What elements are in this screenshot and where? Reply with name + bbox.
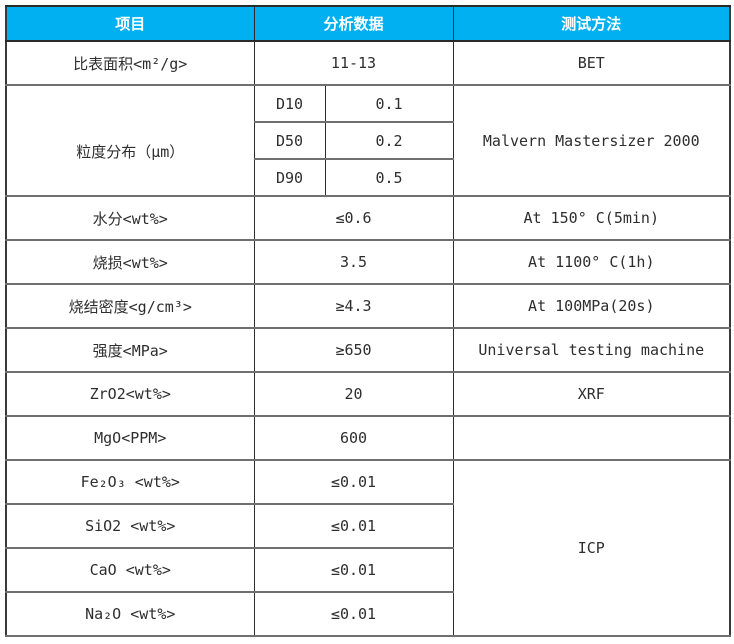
fe2o3-item: Fe₂O₃ <wt%> bbox=[5, 459, 255, 505]
moisture-value: ≤0.6 bbox=[253, 195, 454, 241]
row-particle-size-d50: D50 0.2 bbox=[6, 121, 730, 160]
mgo-value: 600 bbox=[253, 415, 454, 461]
cao-value: ≤0.01 bbox=[253, 547, 454, 593]
sintered-density-value: ≥4.3 bbox=[253, 283, 454, 329]
particle-size-d90-value: 0.5 bbox=[324, 158, 454, 197]
particle-size-d10-label: D10 bbox=[253, 84, 326, 123]
strength-method: Universal testing machine bbox=[452, 327, 731, 373]
surface-area-value: 11-13 bbox=[253, 40, 454, 86]
row-fe2o3: Fe₂O₃ <wt%> ≤0.01 ICP bbox=[5, 459, 731, 637]
header-row: 项目 分析数据 测试方法 bbox=[5, 5, 731, 42]
particle-size-item: 粒度分布（μm） bbox=[5, 84, 255, 197]
particle-size-d90-label: D90 bbox=[253, 158, 326, 197]
mgo-item: MgO<PPM> bbox=[5, 415, 255, 461]
row-surface-area: 比表面积<m²/g> 11-13 BET bbox=[5, 40, 731, 86]
strength-item: 强度<MPa> bbox=[5, 327, 255, 373]
cao-item: CaO <wt%> bbox=[5, 547, 255, 593]
surface-area-item: 比表面积<m²/g> bbox=[5, 40, 255, 86]
row-moisture: 水分<wt%> ≤0.6 At 150° C(5min) bbox=[5, 195, 731, 241]
row-na2o: Na₂O <wt%> ≤0.01 bbox=[5, 591, 730, 637]
na2o-value: ≤0.01 bbox=[253, 591, 454, 637]
fe2o3-value: ≤0.01 bbox=[253, 459, 454, 505]
sintered-density-item: 烧结密度<g/cm³> bbox=[5, 283, 255, 329]
particle-size-d50-label: D50 bbox=[253, 121, 326, 160]
strength-value: ≥650 bbox=[253, 327, 454, 373]
surface-area-method: BET bbox=[452, 40, 731, 86]
particle-size-d50-value: 0.2 bbox=[324, 121, 454, 160]
mgo-method bbox=[452, 415, 731, 461]
spec-table: 项目 分析数据 测试方法 比表面积<m²/g> 11-13 BET 粒度分布（μ… bbox=[5, 5, 732, 637]
row-sintered-density: 烧结密度<g/cm³> ≥4.3 At 100MPa(20s) bbox=[5, 283, 731, 329]
header-data: 分析数据 bbox=[253, 5, 454, 42]
row-sio2: SiO2 <wt%> ≤0.01 bbox=[5, 503, 730, 549]
zro2-item: ZrO2<wt%> bbox=[5, 371, 255, 417]
sintered-density-method: At 100MPa(20s) bbox=[452, 283, 731, 329]
loss-on-ignition-item: 烧损<wt%> bbox=[5, 239, 255, 285]
header-method: 测试方法 bbox=[452, 5, 731, 42]
zro2-value: 20 bbox=[253, 371, 454, 417]
particle-size-d10-value: 0.1 bbox=[324, 84, 454, 123]
row-loss-on-ignition: 烧损<wt%> 3.5 At 1100° C(1h) bbox=[5, 239, 731, 285]
row-strength: 强度<MPa> ≥650 Universal testing machine bbox=[5, 327, 731, 373]
zro2-method: XRF bbox=[452, 371, 731, 417]
row-particle-size-d90: D90 0.5 bbox=[6, 158, 730, 197]
icp-method: ICP bbox=[452, 459, 731, 637]
sio2-value: ≤0.01 bbox=[253, 503, 454, 549]
loss-on-ignition-value: 3.5 bbox=[253, 239, 454, 285]
na2o-item: Na₂O <wt%> bbox=[5, 591, 255, 637]
particle-size-method: Malvern Mastersizer 2000 bbox=[452, 84, 731, 197]
header-item: 项目 bbox=[5, 5, 255, 42]
row-mgo: MgO<PPM> 600 bbox=[5, 415, 731, 461]
moisture-method: At 150° C(5min) bbox=[452, 195, 731, 241]
row-zro2: ZrO2<wt%> 20 XRF bbox=[5, 371, 731, 417]
row-cao: CaO <wt%> ≤0.01 bbox=[5, 547, 730, 593]
sio2-item: SiO2 <wt%> bbox=[5, 503, 255, 549]
loss-on-ignition-method: At 1100° C(1h) bbox=[452, 239, 731, 285]
moisture-item: 水分<wt%> bbox=[5, 195, 255, 241]
row-particle-size-d10: 粒度分布（μm） D10 0.1 Malvern Mastersizer 200… bbox=[5, 84, 731, 197]
